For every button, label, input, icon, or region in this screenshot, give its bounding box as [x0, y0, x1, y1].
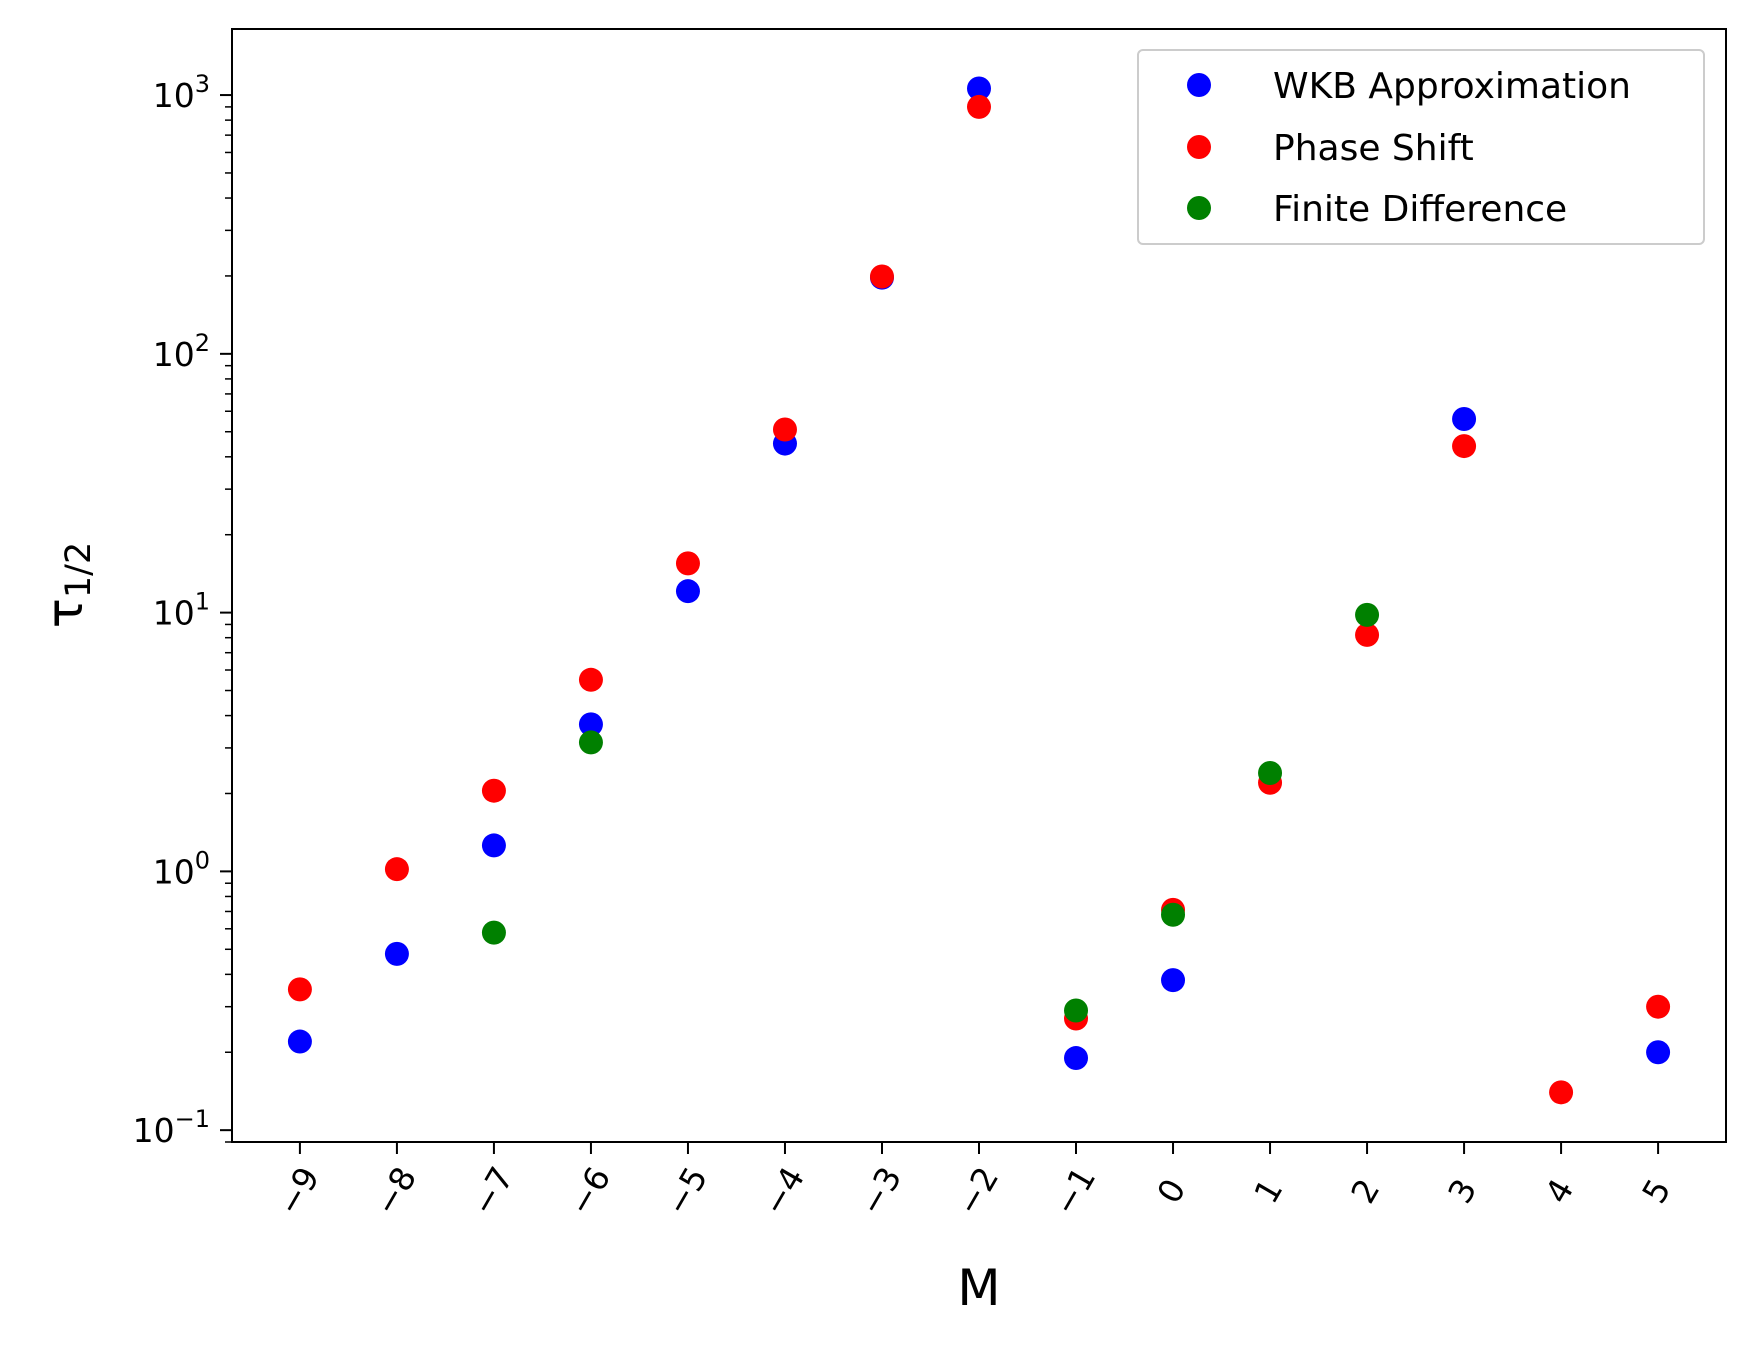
phase-shift-point — [384, 857, 409, 882]
wkb-point — [384, 941, 409, 966]
x-tick-label: −8 — [366, 1160, 424, 1222]
phase-shift-point — [481, 778, 506, 803]
y-tick-label: 10−1 — [133, 1105, 210, 1150]
legend-box — [1137, 49, 1705, 245]
legend-label-wkb: WKB Approximation — [1273, 66, 1631, 107]
phase-shift-point — [1355, 622, 1380, 647]
legend-label-finite-difference: Finite Difference — [1273, 189, 1567, 230]
y-tick-label: 100 — [153, 846, 210, 891]
finite-difference-point — [1258, 760, 1283, 785]
wkb-point — [578, 712, 603, 737]
phase-shift-point — [772, 417, 797, 442]
x-tick-label: −5 — [657, 1160, 715, 1222]
wkb-point — [1064, 1046, 1089, 1071]
x-tick-label: −3 — [851, 1160, 909, 1222]
wkb-point — [481, 833, 506, 858]
x-tick-label: −9 — [269, 1160, 327, 1222]
wkb-point — [287, 1029, 312, 1054]
y-tick-label: 101 — [153, 588, 210, 633]
legend-marker-finite-difference — [1187, 196, 1211, 220]
x-tick-label: −1 — [1045, 1160, 1103, 1222]
finite-difference-point — [481, 920, 506, 945]
x-tick-label: 2 — [1343, 1172, 1387, 1210]
finite-difference-point — [1355, 602, 1380, 627]
phase-shift-point — [287, 977, 312, 1002]
y-tick-label: 102 — [153, 329, 210, 374]
legend-label-phase-shift: Phase Shift — [1273, 128, 1474, 169]
y-tick-label: 103 — [153, 70, 210, 115]
x-tick-label: −4 — [754, 1160, 812, 1222]
wkb-point — [1646, 1040, 1671, 1065]
legend-marker-wkb — [1187, 73, 1211, 97]
wkb-point — [675, 579, 700, 604]
y-axis-title-main: τ — [36, 598, 94, 628]
phase-shift-point — [675, 551, 700, 576]
x-tick-label: 4 — [1537, 1172, 1581, 1210]
x-tick-label: 0 — [1149, 1172, 1193, 1210]
x-tick-label: −7 — [463, 1160, 521, 1222]
y-axis-title: τ1/2 — [36, 542, 99, 628]
x-tick-label: −2 — [948, 1160, 1006, 1222]
legend-marker-phase-shift — [1187, 135, 1211, 159]
x-axis-title: M — [957, 1259, 1000, 1317]
phase-shift-point — [869, 264, 894, 289]
wkb-point — [1452, 406, 1477, 431]
phase-shift-point — [967, 94, 991, 119]
wkb-point — [967, 76, 991, 101]
phase-shift-point — [1549, 1080, 1574, 1105]
phase-shift-point — [1452, 434, 1477, 459]
x-tick-label: 3 — [1440, 1172, 1484, 1210]
data-points — [287, 76, 1671, 1105]
finite-difference-point — [1161, 902, 1186, 927]
x-tick-label: 1 — [1246, 1172, 1290, 1210]
phase-shift-point — [1646, 994, 1671, 1019]
finite-difference-point — [578, 730, 603, 755]
wkb-point — [1161, 968, 1186, 993]
x-tick-label: −6 — [560, 1160, 618, 1222]
phase-shift-point — [578, 667, 603, 692]
y-axis-title-subscript: 1/2 — [59, 542, 99, 598]
legend: WKB Approximation Phase Shift Finite Dif… — [1137, 49, 1705, 245]
finite-difference-point — [1064, 998, 1089, 1023]
x-tick-label: 5 — [1634, 1172, 1678, 1210]
